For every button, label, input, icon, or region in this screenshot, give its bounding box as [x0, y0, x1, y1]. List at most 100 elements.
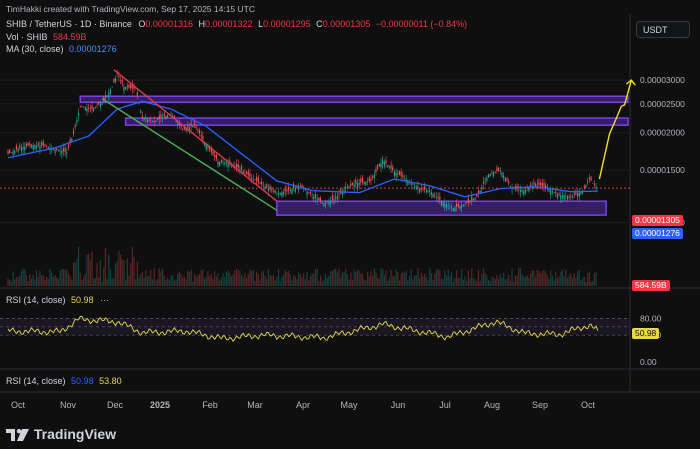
candle-body — [27, 142, 29, 146]
projection-arrow-path[interactable] — [598, 79, 633, 180]
candle-body — [324, 202, 327, 206]
volume-legend[interactable]: Vol · SHIB 584.59B — [6, 32, 87, 42]
candle-body — [76, 120, 78, 123]
candle-body — [595, 186, 597, 189]
volume-bar — [388, 277, 390, 286]
volume-bar — [230, 276, 233, 286]
symbol-legend[interactable]: SHIB / TetherUS · 1D · Binance O0.000013… — [6, 19, 467, 29]
volume-bar — [377, 277, 379, 286]
volume-bar — [222, 273, 224, 286]
price-zone-1[interactable] — [79, 95, 629, 103]
candle-body — [592, 182, 594, 184]
candle-body — [363, 181, 365, 185]
volume-bar — [39, 270, 41, 286]
volume-bar — [219, 280, 221, 286]
candle-body — [130, 84, 132, 89]
candle-body — [521, 190, 523, 192]
candle-body — [84, 107, 86, 110]
candle-body — [177, 122, 179, 126]
volume-bar — [533, 271, 535, 286]
volume-bar — [306, 271, 308, 286]
candle-body — [509, 185, 511, 187]
volume-bar — [484, 272, 486, 286]
price-zone-2[interactable] — [124, 117, 629, 126]
volume-bar — [590, 281, 592, 286]
projection-arrow-head — [625, 79, 636, 86]
candle-body — [96, 104, 98, 106]
rsi-legend[interactable]: RSI (14, close) 50.98 ··· — [6, 295, 109, 305]
volume-bar — [459, 278, 461, 286]
candle-body — [529, 184, 532, 187]
symbol-name[interactable]: SHIB / TetherUS · 1D · Binance — [6, 19, 132, 29]
volume-bar — [178, 271, 180, 286]
candle-body — [215, 154, 217, 160]
volume-bar — [51, 272, 53, 286]
candle-body — [398, 171, 401, 175]
candle-body — [81, 106, 83, 107]
rsi-label: RSI (14, close) — [6, 295, 66, 305]
volume-bar — [578, 269, 580, 286]
candle-body — [153, 121, 155, 122]
volume-bar — [193, 274, 196, 286]
candle-body — [193, 121, 196, 126]
volume-bar — [417, 268, 419, 286]
volume-bar — [146, 276, 149, 286]
candle-body — [435, 196, 438, 198]
candle-body — [267, 188, 270, 191]
rsi-legend-dots[interactable]: ··· — [100, 295, 110, 305]
candle-body — [341, 191, 343, 195]
volume-bar — [61, 269, 63, 286]
volume-bar — [84, 274, 86, 286]
currency-button[interactable]: USDT — [636, 21, 690, 38]
volume-bar — [449, 275, 451, 286]
volume-bar — [580, 280, 582, 286]
red-trendline[interactable] — [113, 69, 278, 202]
candle-body — [447, 205, 449, 206]
candle-body — [551, 191, 553, 193]
candle-body — [9, 149, 11, 153]
candle-body — [209, 147, 211, 150]
candle-body — [410, 183, 412, 185]
volume-bar — [407, 280, 409, 286]
volume-bar — [54, 275, 56, 286]
rsi-line[interactable] — [7, 315, 599, 343]
volume-bar — [104, 247, 107, 286]
candle-body — [251, 177, 253, 180]
volume-bar — [410, 269, 412, 286]
candle-body — [109, 89, 112, 94]
volume-bar — [440, 278, 443, 286]
volume-bar — [30, 278, 33, 286]
candle-body — [370, 178, 372, 181]
green-trendline[interactable] — [101, 98, 278, 211]
candle-body — [550, 190, 552, 195]
volume-bar — [422, 276, 424, 286]
volume-bar — [474, 279, 476, 286]
volume-bar — [140, 274, 142, 286]
candle-body — [565, 195, 567, 197]
candle-body — [397, 173, 399, 175]
candle-body — [71, 138, 73, 142]
candle-body — [235, 164, 238, 168]
time-axis-label: Oct — [581, 400, 596, 410]
ma30-line[interactable] — [7, 100, 598, 198]
volume-bar — [138, 277, 140, 286]
volume-bar — [294, 276, 296, 286]
candle-body — [518, 189, 520, 190]
candle-body — [476, 194, 478, 197]
rsi-legend-2[interactable]: RSI (14, close) 50.98 53.80 — [6, 376, 122, 386]
volume-bar — [336, 272, 338, 286]
volume-bar — [24, 269, 26, 286]
candle-body — [568, 196, 570, 198]
tradingview-logo[interactable]: TradingView — [6, 426, 116, 442]
close-label: C — [316, 19, 323, 29]
candle-body — [229, 160, 231, 164]
candle-body — [205, 144, 207, 150]
volume-bar — [434, 273, 436, 286]
volume-bar — [535, 276, 537, 286]
volume-bar — [414, 275, 416, 286]
volume-bar — [151, 279, 154, 286]
candle-body — [318, 197, 320, 201]
volume-bar — [452, 281, 454, 286]
ma-legend[interactable]: MA (30, close) 0.00001276 — [6, 44, 117, 54]
